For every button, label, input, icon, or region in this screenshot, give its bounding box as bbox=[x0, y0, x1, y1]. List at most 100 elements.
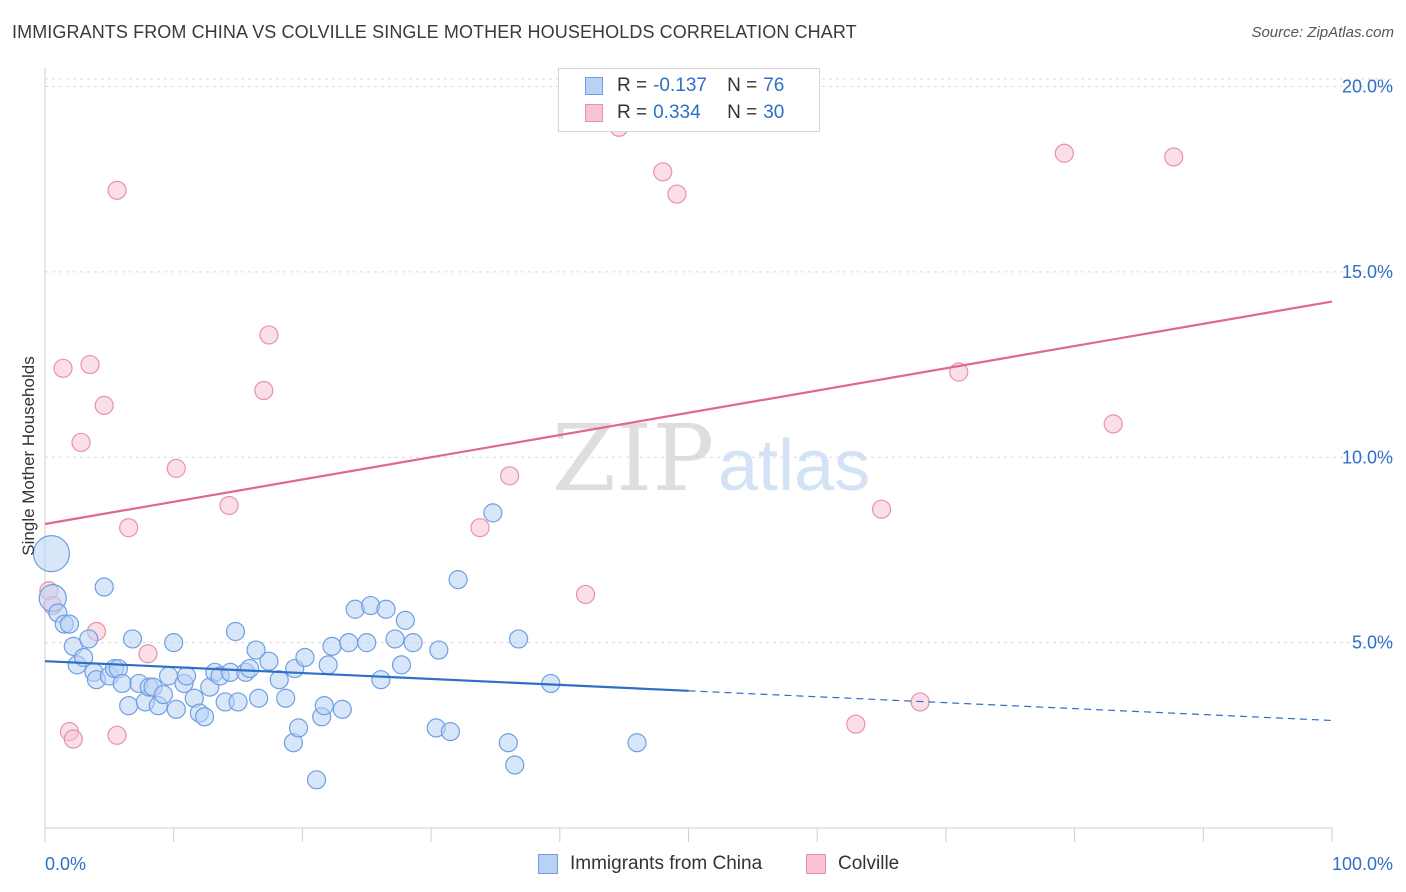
china-point bbox=[371, 670, 391, 690]
colville-point bbox=[653, 162, 673, 182]
legend-r-value: 0.334 bbox=[653, 102, 701, 123]
china-point bbox=[112, 673, 132, 694]
source-label: Source: ZipAtlas.com bbox=[1251, 24, 1394, 41]
china-point bbox=[357, 633, 377, 653]
china-point bbox=[318, 655, 338, 675]
china-point bbox=[59, 614, 80, 634]
colville-point bbox=[846, 714, 866, 734]
china-point bbox=[153, 684, 174, 705]
watermark-atlas: atlas bbox=[718, 426, 870, 506]
colville-trend-line bbox=[44, 300, 1333, 526]
colville-point bbox=[254, 380, 274, 401]
colville-point bbox=[166, 458, 186, 478]
china-point bbox=[288, 718, 309, 738]
china-point bbox=[332, 699, 352, 719]
legend-row-colville: R = 0.334 N = 30 bbox=[585, 100, 784, 126]
y-tick-label: 5.0% bbox=[1352, 633, 1393, 653]
grid-lines bbox=[45, 78, 1392, 644]
china-point bbox=[240, 658, 260, 679]
china-point bbox=[194, 707, 215, 727]
colville-point bbox=[71, 432, 91, 453]
colville-point bbox=[500, 466, 520, 486]
china-point bbox=[166, 699, 186, 719]
china-point bbox=[259, 651, 279, 671]
colville-point bbox=[119, 518, 139, 538]
colville-point bbox=[575, 584, 596, 605]
colville-point bbox=[107, 180, 127, 200]
china-point bbox=[376, 599, 396, 619]
colville-point bbox=[470, 518, 490, 538]
watermark: ZIP atlas bbox=[552, 405, 870, 512]
y-tick-label: 15.0% bbox=[1342, 262, 1393, 282]
colville-point bbox=[259, 325, 279, 345]
y-tick-label: 20.0% bbox=[1342, 77, 1393, 97]
china-point bbox=[79, 629, 99, 649]
china-point bbox=[246, 640, 266, 660]
china-point bbox=[119, 696, 139, 716]
colville-point bbox=[871, 499, 892, 519]
china-point bbox=[295, 647, 315, 668]
colville-point bbox=[1103, 414, 1123, 434]
colville-point bbox=[1164, 147, 1184, 167]
china-point bbox=[440, 722, 461, 742]
china-point bbox=[249, 688, 269, 708]
watermark-zip: ZIP bbox=[552, 405, 714, 512]
y-tick-labels: 5.0% 10.0% 15.0% 20.0% bbox=[1342, 77, 1393, 653]
x-ticks bbox=[44, 828, 1333, 842]
bottom-legend-label-china: Immigrants from China bbox=[570, 853, 763, 874]
china-point bbox=[391, 655, 412, 675]
china-point bbox=[339, 633, 359, 653]
china-point bbox=[225, 621, 246, 642]
colville-point bbox=[53, 358, 73, 378]
colville-point bbox=[107, 725, 127, 745]
bottom-legend-china: Immigrants from China bbox=[538, 852, 762, 876]
china-point bbox=[164, 633, 184, 653]
china-point bbox=[322, 636, 342, 656]
x-tick-labels: 0.0% 100.0% bbox=[45, 854, 1393, 874]
colville-point bbox=[219, 495, 239, 516]
stats-legend: R = -0.137 N = 76 R = 0.334 N = 30 bbox=[558, 68, 820, 132]
china-point bbox=[395, 610, 415, 630]
bottom-legend-swatch-pink bbox=[806, 854, 826, 874]
china-point bbox=[306, 770, 327, 790]
legend-swatch-blue bbox=[585, 77, 603, 95]
bottom-legend-label-colville: Colville bbox=[838, 853, 900, 874]
x-tick-label: 0.0% bbox=[45, 854, 86, 874]
china-point bbox=[505, 755, 525, 775]
china-point bbox=[509, 629, 529, 649]
colville-point bbox=[63, 729, 83, 749]
legend-swatch-pink bbox=[585, 104, 603, 122]
colville-point bbox=[94, 395, 114, 415]
china-point bbox=[276, 688, 296, 708]
chart-title: IMMIGRANTS FROM CHINA VS COLVILLE SINGLE… bbox=[12, 22, 857, 42]
legend-n-label: N = bbox=[727, 102, 758, 123]
china-point bbox=[429, 640, 449, 660]
china-point bbox=[498, 733, 518, 753]
y-tick-label: 10.0% bbox=[1342, 447, 1393, 467]
legend-row-china: R = -0.137 N = 76 bbox=[585, 73, 784, 99]
bottom-legend-colville: Colville bbox=[806, 852, 899, 876]
colville-point bbox=[1054, 143, 1074, 163]
legend-r-label: R = bbox=[617, 102, 648, 123]
china-point bbox=[314, 696, 334, 716]
colville-point bbox=[80, 354, 100, 375]
china-point bbox=[403, 633, 423, 653]
y-axis-label: Single Mother Households bbox=[19, 356, 38, 555]
china-point bbox=[228, 692, 248, 712]
china-trend-line bbox=[44, 660, 689, 692]
legend-n-value: 76 bbox=[763, 75, 785, 96]
china-point bbox=[448, 570, 468, 590]
china-point bbox=[94, 577, 114, 597]
china-point bbox=[483, 503, 503, 523]
colville-point bbox=[667, 184, 687, 204]
x-tick-label: 100.0% bbox=[1332, 854, 1393, 874]
legend-r-label: R = bbox=[617, 75, 648, 96]
china-point bbox=[385, 629, 405, 649]
legend-r-value: -0.137 bbox=[653, 75, 707, 96]
legend-n-label: N = bbox=[727, 75, 758, 96]
china-point bbox=[269, 670, 289, 690]
china-point bbox=[627, 733, 647, 753]
china-points bbox=[32, 503, 647, 790]
china-point bbox=[176, 666, 197, 686]
